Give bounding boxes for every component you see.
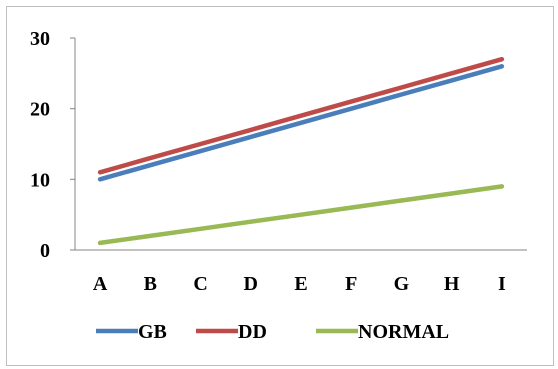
y-tick-label: 20 (30, 99, 50, 121)
legend: GB DD NORMAL (96, 321, 449, 343)
legend-item-dd: DD (196, 321, 267, 343)
y-tick-label: 0 (40, 240, 50, 262)
tick-labels: 0 10 20 30 A B C D E F G H I (30, 28, 506, 295)
chart-area (6, 6, 554, 366)
series-line-normal (97, 184, 505, 246)
x-tick-label: A (93, 273, 108, 295)
legend-item-gb: GB (96, 321, 167, 343)
series-line-gb (97, 64, 505, 182)
legend-item-normal: NORMAL (316, 321, 449, 343)
x-tick-label: E (294, 273, 307, 295)
legend-label: GB (138, 321, 167, 343)
y-tick-label: 30 (30, 28, 50, 50)
series-lines (97, 56, 505, 246)
legend-label: DD (238, 321, 267, 343)
y-tick-label: 10 (30, 169, 50, 191)
x-tick-label: F (345, 273, 357, 295)
legend-label: NORMAL (358, 321, 449, 343)
x-tick-label: B (144, 273, 157, 295)
x-tick-label: G (394, 273, 410, 295)
axes (70, 37, 527, 251)
series-line-dd (97, 56, 505, 175)
x-tick-label: I (498, 273, 506, 295)
x-tick-label: C (193, 273, 207, 295)
x-tick-label: H (444, 273, 460, 295)
x-tick-label: D (244, 273, 258, 295)
